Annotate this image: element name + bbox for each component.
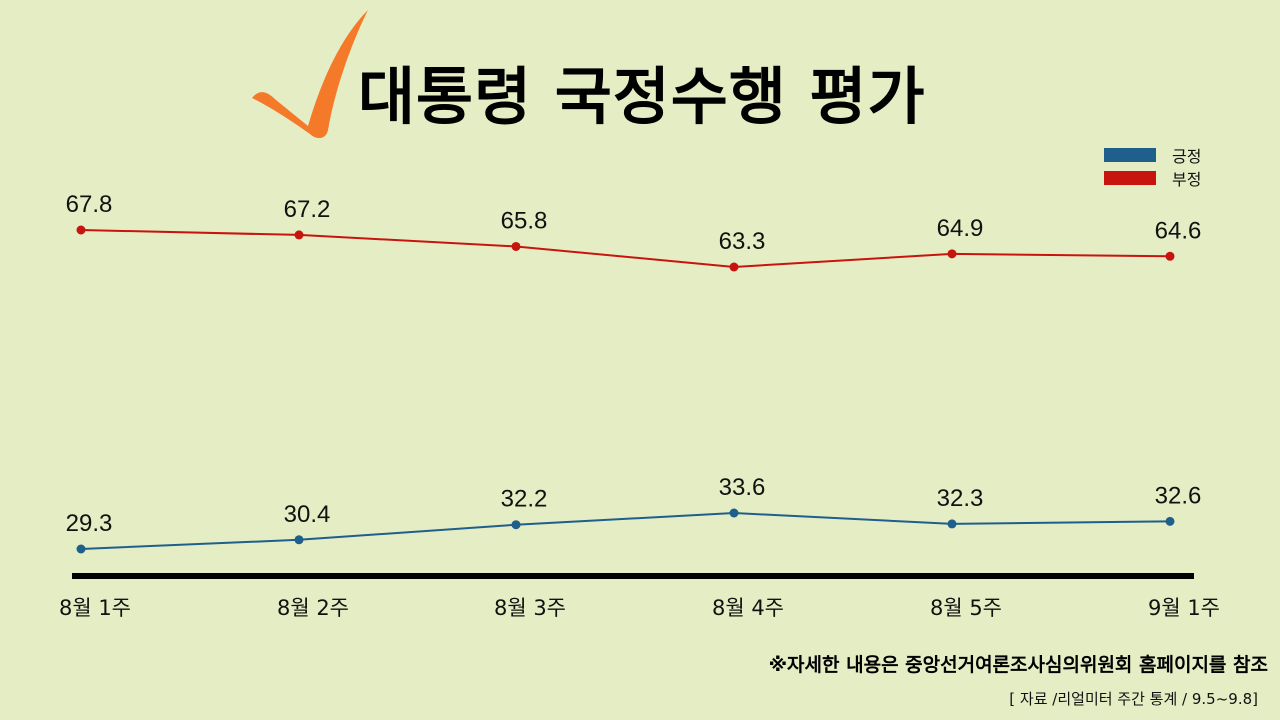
x-tick-label: 8월 2주 [277, 596, 349, 620]
series-layer [76, 225, 1175, 554]
data-label: 32.2 [501, 486, 548, 513]
data-label: 32.3 [937, 485, 984, 512]
data-point [729, 508, 739, 518]
series-line-negative [80, 229, 1171, 269]
data-point [1165, 251, 1175, 261]
data-point [1165, 516, 1175, 526]
data-point [294, 230, 304, 240]
data-label: 33.6 [719, 474, 766, 501]
x-tick-label: 8월 5주 [930, 596, 1002, 620]
x-tick-label: 8월 1주 [59, 596, 131, 620]
data-point [294, 535, 304, 545]
data-label: 67.8 [66, 191, 113, 218]
data-point [511, 241, 521, 251]
source-citation: [ 자료 /리얼미터 주간 통계 / 9.5~9.8] [1009, 690, 1258, 708]
data-label: 32.6 [1155, 482, 1202, 509]
legend-label: 부정 [1172, 169, 1202, 189]
checkmark-icon [252, 10, 368, 138]
legend-swatch-positive [1104, 147, 1156, 162]
data-point [947, 249, 957, 259]
legend-item-negative: 부정 [1104, 166, 1201, 189]
data-point [76, 544, 86, 554]
series-line-positive [80, 511, 1171, 550]
data-label: 64.9 [937, 215, 984, 242]
data-labels: 29.3 30.4 32.2 33.6 32.3 32.6 67.8 67.2 65.8 63.3… [66, 191, 1202, 537]
legend-item-positive: 긍정 [1104, 143, 1201, 166]
header: 대통령 국정수행 평가 [250, 8, 1050, 138]
data-point [947, 519, 957, 529]
chart-legend: 긍정 부정 [1104, 143, 1201, 189]
x-tick-label: 9월 1주 [1148, 596, 1220, 620]
data-label: 63.3 [719, 228, 766, 255]
data-point [729, 262, 739, 272]
legend-swatch-negative [1104, 170, 1156, 185]
page-title: 대통령 국정수행 평가 [358, 60, 926, 133]
x-axis-ticks: 8월 1주 8월 2주 8월 3주 8월 4주 8월 5주 9월 1주 [59, 596, 1220, 620]
legend-label: 긍정 [1172, 146, 1202, 166]
x-tick-label: 8월 3주 [494, 596, 566, 620]
data-label: 67.2 [284, 196, 331, 223]
data-label: 64.6 [1155, 217, 1202, 244]
data-label: 65.8 [501, 207, 548, 234]
x-tick-label: 8월 4주 [712, 596, 784, 620]
data-point [76, 225, 86, 235]
data-label: 29.3 [66, 510, 113, 537]
data-label: 30.4 [284, 501, 331, 528]
footnote: ※자세한 내용은 중앙선거여론조사심의위원회 홈페이지를 참조 [768, 654, 1268, 676]
data-point [511, 520, 521, 530]
